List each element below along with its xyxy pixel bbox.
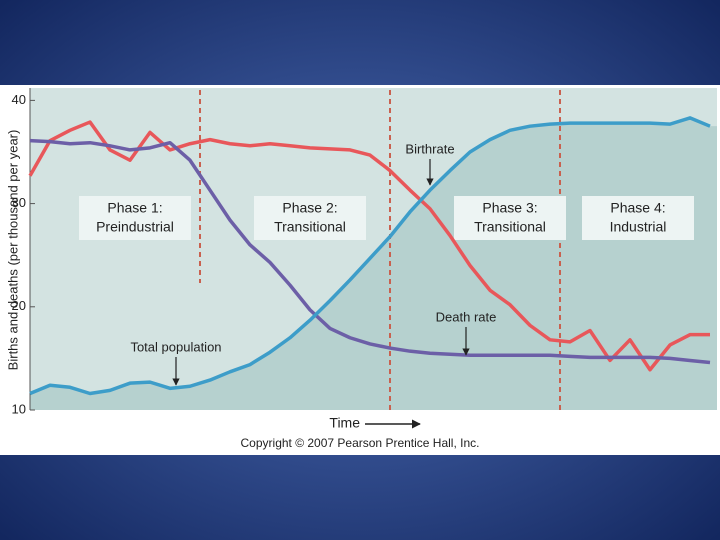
series-line [28, 120, 710, 372]
series-annotation: Death rate [436, 309, 497, 324]
phase-box [79, 196, 191, 240]
phase-label: Phase 2: [282, 200, 337, 216]
y-tick-label: 10 [12, 401, 26, 416]
phase-label: Transitional [474, 219, 546, 235]
phase-box [454, 196, 566, 240]
series-annotation: Birthrate [405, 141, 454, 156]
phase-box [254, 196, 366, 240]
y-axis-label: Births and deaths (per thousand per year… [5, 130, 20, 371]
series-line [29, 138, 711, 365]
phase-box [582, 196, 694, 240]
y-tick-label: 20 [12, 298, 26, 313]
y-tick-label: 40 [12, 92, 26, 107]
phase-label: Industrial [610, 219, 667, 235]
phase-label: Transitional [274, 219, 346, 235]
y-tick-label: 30 [12, 195, 26, 210]
x-axis-label: Time [329, 415, 360, 431]
footnote: Copyright © 2007 Pearson Prentice Hall, … [241, 436, 480, 450]
phase-label: Preindustrial [96, 219, 174, 235]
series-annotation: Total population [130, 339, 221, 354]
phase-label: Phase 4: [610, 200, 665, 216]
series-line [29, 116, 711, 396]
phase-label: Phase 3: [482, 200, 537, 216]
plot: 10 20 30 40 Phase 1: Preindustrial Phase 2: Tra… [12, 88, 717, 416]
phase-label: Phase 1: [107, 200, 162, 216]
